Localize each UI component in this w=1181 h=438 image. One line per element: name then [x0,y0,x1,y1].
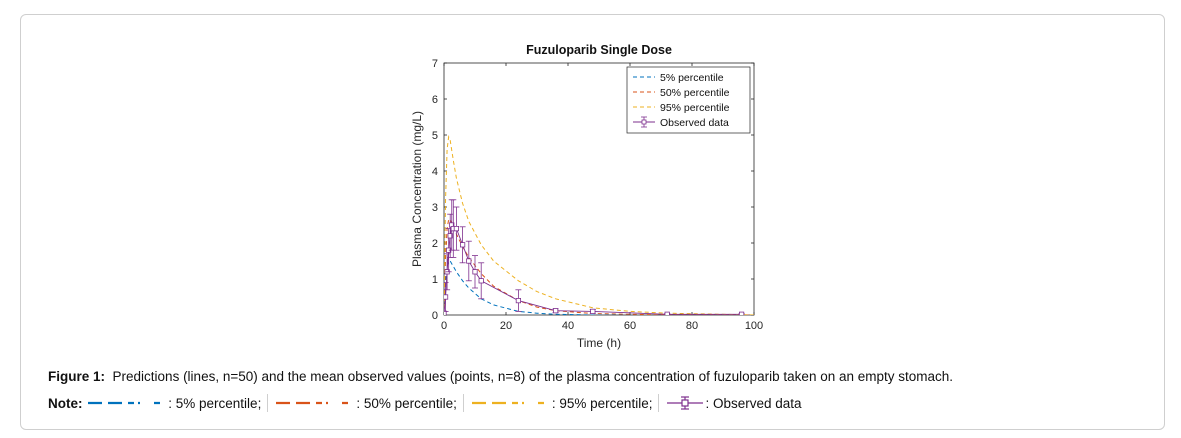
y-tick-label: 3 [432,202,438,214]
observed-point [447,233,453,239]
note-label: Note: [48,395,83,411]
observed-point [466,258,472,264]
observed-point [738,311,745,315]
note-sample-5pct [88,401,167,405]
note-divider [267,394,269,412]
series-3 [444,199,745,315]
observed-point [444,294,449,300]
chart: Fuzuloparib Single Dose 0 20 40 60 80 100 0 1 2 3 4… [410,43,763,350]
note-entry-5pct: : 5% percentile; [86,396,261,411]
observed-point [478,278,484,284]
y-tick-label: 1 [432,274,438,286]
note-text-50pct: : 50% percentile; [356,395,457,411]
y-tick-label: 4 [432,166,438,178]
note-divider [462,394,464,412]
observed-point [453,225,460,232]
x-tick-label: 20 [500,320,512,332]
y-tick-label: 6 [432,94,438,106]
caption-text: Predictions (lines, n=50) and the mean o… [112,369,954,384]
caption-label: Figure 1: [48,369,106,384]
y-tick-label: 5 [432,130,438,142]
x-tick-label: 40 [562,320,574,332]
y-tick-label: 2 [432,238,438,250]
observed-point [472,269,478,275]
observed-point [444,310,447,315]
y-axis-label: Plasma Concentration (mg/L) [410,111,424,267]
note-sample-50pct [276,401,355,405]
legend-label: 50% percentile [660,87,730,99]
x-tick-label: 60 [624,320,636,332]
figure-caption: Figure 1: Predictions (lines, n=50) and … [48,369,953,384]
note-marker [681,399,690,407]
series-2 [444,134,754,315]
note-sample-95pct [471,401,550,405]
series-line-95-percentile [444,134,754,315]
note-sample-observed [667,396,704,410]
note-entry-50pct: : 50% percentile; [274,396,457,411]
observed-point [590,308,596,315]
legend-swatch [641,119,647,125]
observed-point [664,311,670,315]
note-text-observed: : Observed data [705,395,802,411]
observed-point [460,242,466,248]
x-tick-label: 100 [745,320,763,332]
legend-label: Observed data [660,117,729,129]
y-tick-label: 0 [432,310,438,322]
x-axis-label: Time (h) [577,336,621,350]
note-text-5pct: : 5% percentile; [168,395,262,411]
note-entry-observed: : Observed data [665,395,802,411]
observed-point [552,308,559,314]
x-tick-label: 0 [441,320,447,332]
y-tick-label: 7 [432,58,438,70]
legend-label: 95% percentile [660,102,730,114]
figure-note: Note: : 5% percentile; : 50% percentile;… [48,394,802,412]
note-text-95pct: : 95% percentile; [551,395,653,411]
note-entry-95pct: : 95% percentile; [470,395,653,411]
chart-title: Fuzuloparib Single Dose [526,43,672,57]
x-tick-label: 80 [686,320,698,332]
legend-label: 5% percentile [660,72,724,84]
observed-point [515,297,521,304]
note-divider [658,394,660,412]
